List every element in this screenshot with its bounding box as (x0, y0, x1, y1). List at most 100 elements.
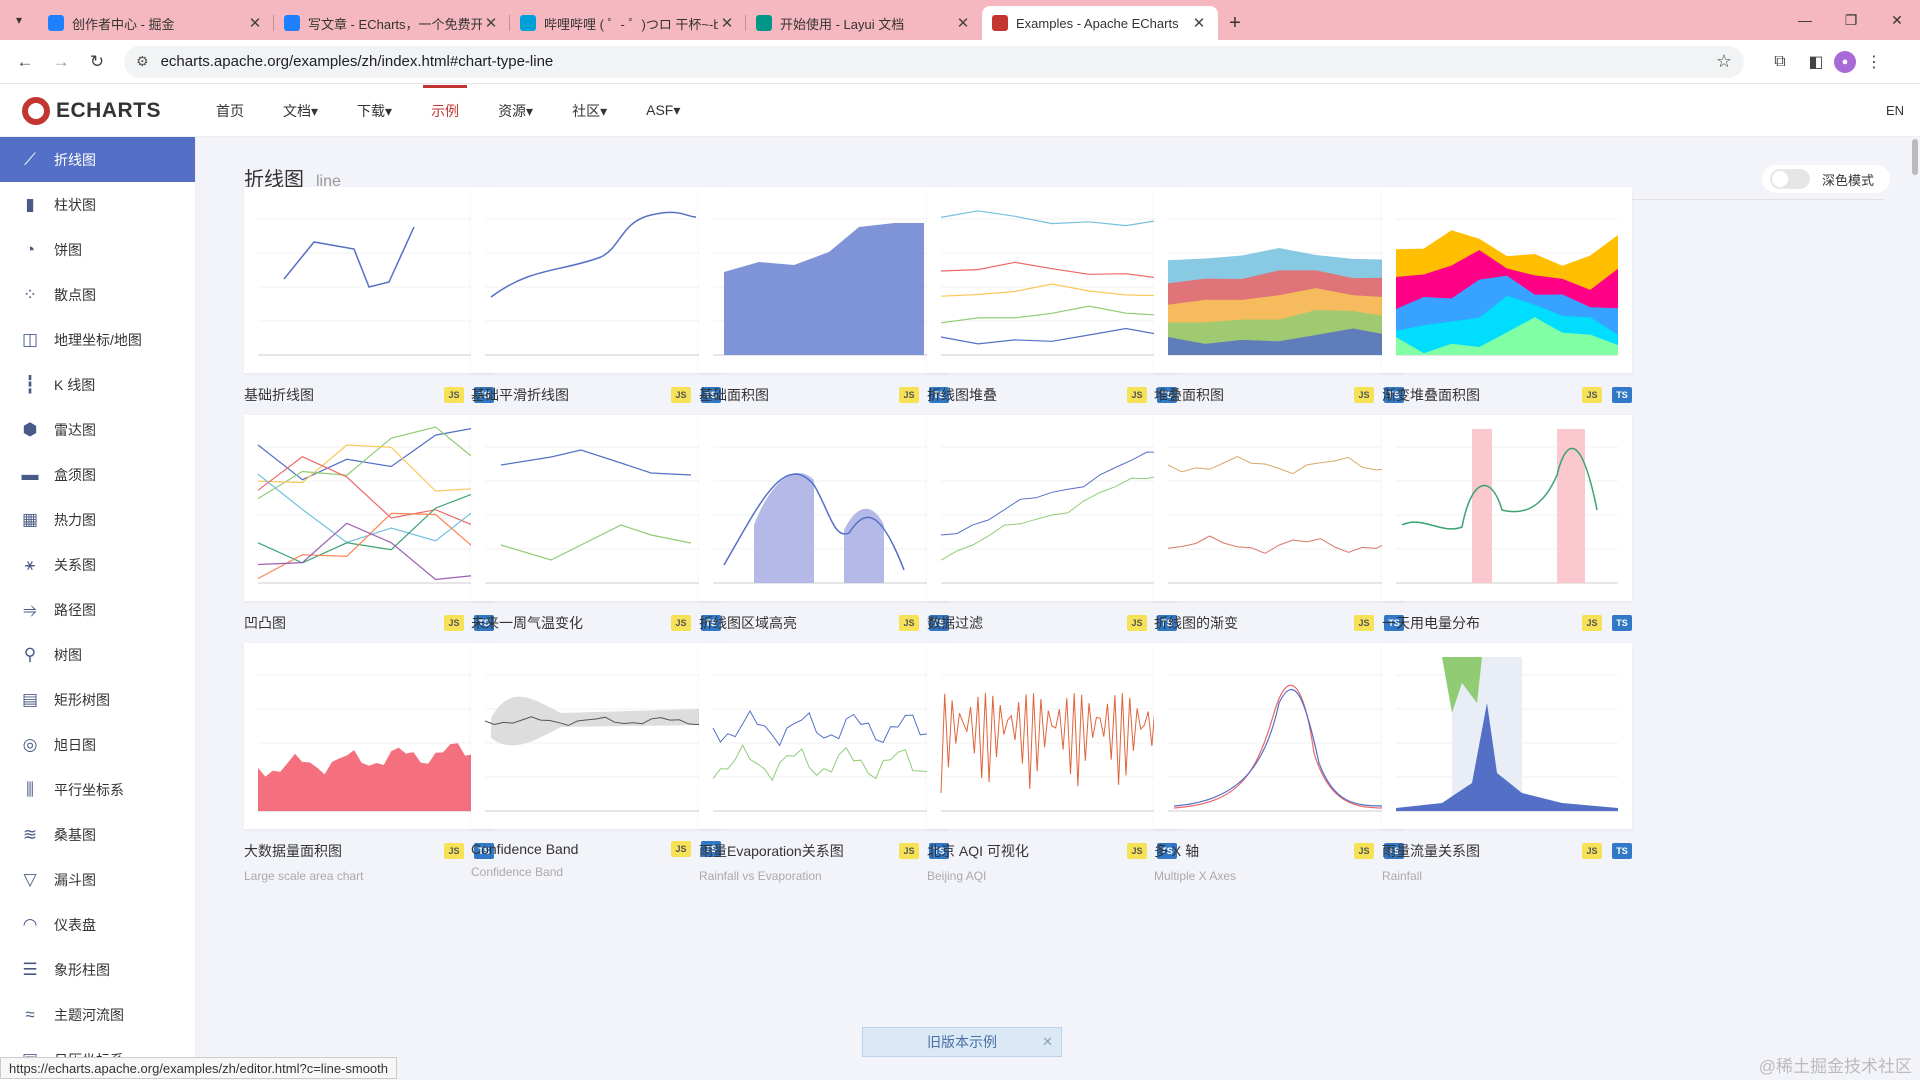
example-thumbnail[interactable] (1382, 643, 1632, 829)
example-card[interactable]: 雨量流量关系图 JS TS Rainfall (1382, 643, 1632, 883)
extensions-icon[interactable]: ⧉ (1774, 52, 1786, 70)
sidebar-item[interactable]: ▦ 热力图 (0, 497, 195, 542)
js-badge[interactable]: JS (899, 387, 919, 403)
sidebar-item[interactable]: ┇ K 线图 (0, 362, 195, 407)
example-card[interactable]: 未来一周气温变化JSTSTemperature Change in the Co… (471, 415, 721, 655)
browser-tab[interactable]: 写文章 - ECharts，一个免费开源...✕ (274, 6, 510, 40)
example-card[interactable]: 北京 AQI 可视化 JS TS Beijing AQI (927, 643, 1177, 883)
example-card[interactable]: 基础折线图JSTSBasic Line Chart (244, 187, 494, 427)
ts-badge[interactable]: TS (474, 843, 494, 859)
example-card[interactable]: 渐变堆叠面积图JSTSGradient Stacked Area Chart (1382, 187, 1632, 427)
example-thumbnail[interactable] (244, 187, 494, 373)
ts-badge[interactable]: TS (1157, 843, 1177, 859)
tab-close-icon[interactable]: ✕ (248, 15, 262, 32)
example-card[interactable]: 折线图区域高亮JSTSArea Pieces (699, 415, 949, 655)
nav-item[interactable]: 文档▾ (283, 102, 319, 119)
ts-badge[interactable]: TS (474, 615, 494, 631)
ts-badge[interactable]: TS (1384, 615, 1404, 631)
nav-item[interactable]: 资源▾ (498, 102, 534, 119)
new-tab-button[interactable]: + (1229, 11, 1241, 34)
language-switch[interactable]: EN (1885, 103, 1904, 118)
sidebar-item[interactable]: ⟋ 折线图 (0, 137, 195, 182)
example-thumbnail[interactable] (927, 643, 1177, 829)
example-card[interactable]: 一天用电量分布JSTSDistribution of Electricity (1382, 415, 1632, 655)
old-version-banner[interactable]: 旧版本示例 ✕ (862, 1027, 1062, 1057)
browser-tab[interactable]: 开始使用 - Layui 文档 ✕ (746, 6, 982, 40)
scrollbar-thumb[interactable] (1912, 139, 1918, 175)
forward-icon[interactable]: → (52, 51, 70, 71)
close-window-icon[interactable]: ✕ (1891, 11, 1903, 28)
sidebar-item[interactable]: ☰ 象形柱图 (0, 947, 195, 992)
example-card[interactable]: 凹凸图JSTSBump Chart (Ranking) (244, 415, 494, 655)
sidebar-item[interactable]: ▬ 盒须图 (0, 452, 195, 497)
example-thumbnail[interactable] (699, 415, 949, 601)
js-badge[interactable]: JS (671, 615, 691, 631)
sidebar-item[interactable]: ⚹ 关系图 (0, 542, 195, 587)
back-icon[interactable]: ← (16, 51, 34, 71)
example-card[interactable]: 雨量Evaporation关系图 JS TS Rainfall vs Evaporat… (699, 643, 949, 883)
site-info-icon[interactable]: ⚙ (136, 53, 149, 69)
nav-item[interactable]: 社区▾ (572, 102, 608, 119)
js-badge[interactable]: JS (1127, 843, 1147, 859)
js-badge[interactable]: JS (1354, 843, 1374, 859)
sidebar-item[interactable]: ◫ 地理坐标/地图 (0, 317, 195, 362)
example-thumbnail[interactable] (699, 643, 949, 829)
menu-kebab-icon[interactable]: ⋮ (1866, 53, 1882, 71)
example-thumbnail[interactable] (471, 415, 721, 601)
ts-badge[interactable]: TS (1157, 615, 1177, 631)
example-thumbnail[interactable] (1382, 415, 1632, 601)
example-thumbnail[interactable] (1154, 643, 1404, 829)
js-badge[interactable]: JS (1354, 387, 1374, 403)
example-card[interactable]: 折线图的渐变JSTSLine Gradient (1154, 415, 1404, 655)
js-badge[interactable]: JS (899, 843, 919, 859)
nav-item[interactable]: 示例 (423, 84, 468, 137)
example-thumbnail[interactable] (1154, 415, 1404, 601)
sidebar-item[interactable]: ≈ 主题河流图 (0, 992, 195, 1037)
url-bar[interactable]: ⚙ echarts.apache.org/examples/zh/index.h… (124, 45, 1744, 78)
example-thumbnail[interactable] (1154, 187, 1404, 373)
sidebar-item[interactable]: ▤ 矩形树图 (0, 677, 195, 722)
example-card[interactable]: 堆叠面积图JSTSStacked Area Chart (1154, 187, 1404, 427)
sidebar-item[interactable]: ⁘ 散点图 (0, 272, 195, 317)
js-badge[interactable]: JS (1127, 615, 1147, 631)
side-panel-icon[interactable]: ◧ (1808, 53, 1824, 71)
sidebar-item[interactable]: ⬢ 雷达图 (0, 407, 195, 452)
sidebar-item[interactable]: ⥤ 路径图 (0, 587, 195, 632)
js-badge[interactable]: JS (671, 841, 691, 857)
sidebar-item[interactable]: ⚲ 树图 (0, 632, 195, 677)
ts-badge[interactable]: TS (1384, 387, 1404, 403)
ts-badge[interactable]: TS (701, 387, 721, 403)
js-badge[interactable]: JS (444, 387, 464, 403)
js-badge[interactable]: JS (1354, 615, 1374, 631)
ts-badge[interactable]: TS (1612, 615, 1632, 631)
example-card[interactable]: 大数据量面积图 JS TS Large scale area chart (244, 643, 494, 883)
browser-tab[interactable]: Examples - Apache ECharts ✕ (982, 6, 1218, 40)
ts-badge[interactable]: TS (1612, 387, 1632, 403)
sidebar-item[interactable]: ▮ 柱状图 (0, 182, 195, 227)
nav-item[interactable]: 首页 (216, 102, 244, 119)
ts-badge[interactable]: TS (1157, 387, 1177, 403)
profile-avatar[interactable]: ● (1834, 50, 1856, 73)
ts-badge[interactable]: TS (701, 615, 721, 631)
example-thumbnail[interactable] (471, 643, 721, 829)
ts-badge[interactable]: TS (1612, 843, 1632, 859)
example-thumbnail[interactable] (699, 187, 949, 373)
tab-close-icon[interactable]: ✕ (484, 15, 498, 32)
ts-badge[interactable]: TS (474, 387, 494, 403)
js-badge[interactable]: JS (899, 615, 919, 631)
js-badge[interactable]: JS (1582, 843, 1602, 859)
nav-item[interactable]: ASF▾ (646, 102, 681, 118)
ts-badge[interactable]: TS (1384, 843, 1404, 859)
ts-badge[interactable]: TS (929, 843, 949, 859)
js-badge[interactable]: JS (444, 843, 464, 859)
example-thumbnail[interactable] (1382, 187, 1632, 373)
ts-badge[interactable]: TS (929, 387, 949, 403)
sidebar-item[interactable]: ≋ 桑基图 (0, 812, 195, 857)
bookmark-star-icon[interactable]: ☆ (1715, 51, 1732, 71)
example-card[interactable]: Confidence Band JS TS Confidence Band (471, 643, 721, 879)
tab-close-icon[interactable]: ✕ (956, 15, 970, 32)
tab-close-icon[interactable]: ✕ (1192, 15, 1206, 32)
restore-icon[interactable]: ❐ (1844, 11, 1858, 28)
example-thumbnail[interactable] (244, 643, 494, 829)
nav-item[interactable]: 下载▾ (357, 102, 393, 119)
